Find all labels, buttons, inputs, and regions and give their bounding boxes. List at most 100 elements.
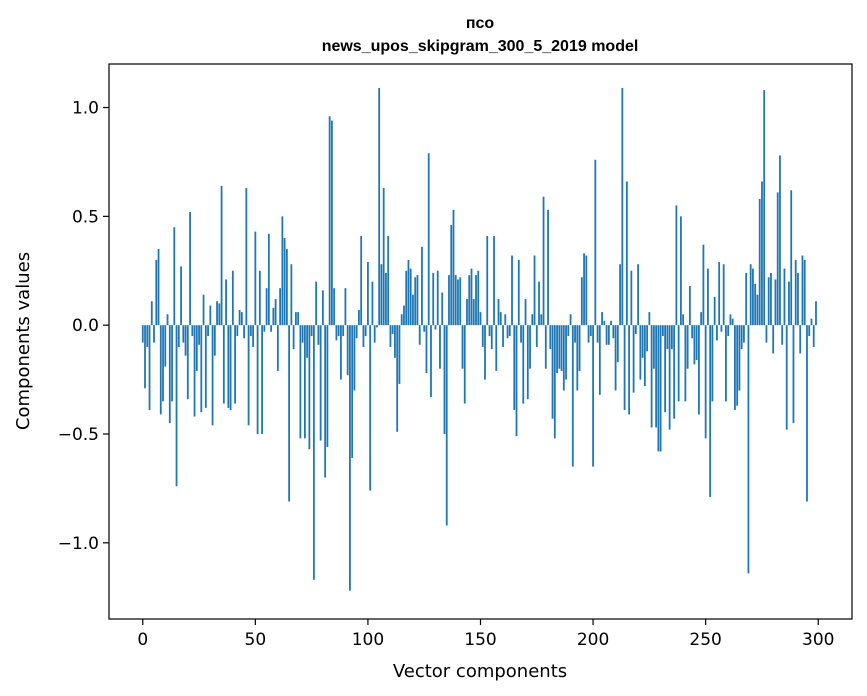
bar [734,325,736,411]
bar [709,325,712,498]
bar [745,272,748,326]
bar [556,325,558,374]
bar [542,196,545,326]
bar [353,325,356,391]
bar [776,192,779,326]
bar [175,325,178,487]
bar [718,262,721,326]
bar [391,325,394,334]
bar [488,325,491,337]
bar [430,325,432,397]
bar [664,325,667,413]
bar [477,270,480,326]
bar [443,325,446,434]
bar [524,299,527,326]
bar [249,325,252,337]
bar [321,290,324,326]
bar [389,325,392,347]
bar [499,312,502,326]
bar [711,325,714,402]
bar [294,312,297,326]
bar [231,270,234,326]
bar [396,325,399,432]
bar [707,268,709,326]
bar [650,325,653,428]
bar [770,272,772,326]
bar [668,325,671,430]
bar [652,325,655,369]
bar [551,325,554,419]
bar [601,312,603,326]
bar [414,277,417,326]
bar [508,325,511,337]
bar [166,314,169,326]
bar [337,325,340,337]
bar [380,264,383,326]
bar [493,235,495,326]
bar [342,325,345,337]
bar [407,259,410,326]
bar [646,325,649,352]
bar [675,205,678,326]
bar [146,325,149,347]
bar [616,325,619,363]
bar [432,272,435,326]
bar [553,325,556,439]
bar [598,325,601,395]
bar [355,325,358,339]
bar [497,299,500,326]
bar [164,325,167,367]
bar [533,255,536,326]
bar [560,325,563,371]
bar [781,325,784,345]
bar [688,286,691,326]
bar [216,301,218,326]
bar [513,325,516,411]
bar [362,325,365,347]
y-tick-label: 0.5 [72,207,99,227]
bar [288,325,291,502]
y-tick-label: −0.5 [58,425,99,445]
bar [571,325,574,467]
bar [797,272,799,326]
bar [774,279,777,326]
bar [162,325,164,402]
bar [234,325,236,404]
bar [155,259,158,326]
bar [279,288,282,326]
bar [454,275,457,326]
bar [578,325,581,371]
bar [549,325,552,350]
bar [285,249,288,326]
bar [531,314,534,326]
bar [567,325,570,337]
plot-frame [108,63,853,620]
bar [812,325,815,347]
bar [529,325,531,369]
bar [427,153,430,326]
bar [594,159,597,326]
bar [378,87,381,326]
bar [693,325,696,365]
bar [441,292,444,326]
bar [506,325,509,339]
bar [547,209,549,326]
bar [576,325,579,391]
bar [785,325,788,430]
bar [752,268,754,326]
bar [790,190,793,326]
bar [808,325,811,337]
bar [625,181,628,326]
bar [565,325,567,380]
bar [772,325,775,354]
bar [457,279,459,326]
bar [686,325,689,369]
bar [698,325,700,415]
bar [171,325,173,402]
bar [515,325,518,437]
bar [628,325,630,415]
bar [655,325,658,428]
bar [180,266,182,326]
bar [306,325,309,358]
bar [258,270,261,326]
